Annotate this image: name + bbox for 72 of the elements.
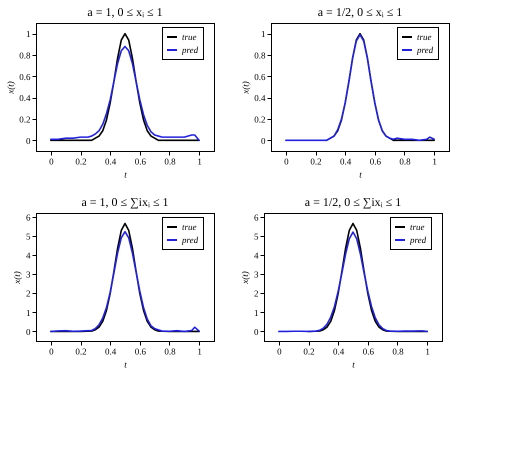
x-axis-title: t (124, 170, 128, 180)
y-tick-label: 3 (254, 270, 259, 280)
x-tick-label: 0.2 (303, 346, 315, 356)
chart-title: a = 1/2, 0 ≤ ∑ixᵢ ≤ 1 (304, 194, 402, 209)
legend-label: pred (181, 235, 199, 245)
x-tick-label: 0.4 (105, 156, 117, 166)
x-tick-label: 0.2 (75, 156, 87, 166)
y-tick-label: 1 (26, 308, 30, 318)
x-tick-label: 0.6 (134, 346, 146, 356)
y-tick-label: 3 (26, 270, 31, 280)
chart-title: a = 1/2, 0 ≤ xᵢ ≤ 1 (318, 5, 402, 19)
y-axis-title: x(t) (240, 271, 250, 285)
x-tick-label: 0.6 (134, 156, 146, 166)
x-tick-label: 0.8 (399, 156, 412, 166)
x-axis-title: t (124, 360, 128, 370)
x-tick-label: 0.4 (105, 346, 117, 356)
y-tick-label: 6 (26, 212, 31, 222)
x-tick-label: 0 (284, 156, 290, 166)
y-tick-label: 0 (26, 326, 31, 337)
y-tick-label: 0.4 (19, 93, 31, 104)
y-axis-title: x(t) (240, 81, 250, 95)
y-tick-label: 4 (254, 250, 259, 261)
y-tick-label: 0.8 (19, 50, 31, 60)
x-axis-title: t (359, 170, 362, 180)
y-tick-label: 0.6 (254, 72, 266, 82)
y-tick-label: 1 (26, 29, 30, 40)
x-tick-label: 1 (432, 156, 437, 166)
y-tick-label: 0 (254, 326, 259, 337)
legend-label: true (182, 222, 197, 232)
y-tick-label: 0.2 (19, 114, 30, 124)
x-tick-label: 0.4 (340, 156, 352, 166)
x-axis-title: t (352, 360, 356, 370)
y-tick-label: 1 (254, 308, 258, 318)
x-tick-label: 0.4 (333, 346, 345, 356)
line-series (278, 231, 428, 332)
y-tick-label: 4 (26, 250, 31, 261)
legend-label: pred (416, 45, 434, 55)
y-tick-label: 0 (261, 136, 266, 146)
x-tick-label: 0.6 (370, 156, 382, 166)
x-tick-label: 1 (197, 346, 202, 356)
y-tick-label: 5 (26, 231, 31, 242)
y-tick-label: 6 (254, 212, 259, 222)
x-tick-label: 0.2 (310, 156, 322, 166)
y-tick-label: 0.8 (254, 50, 266, 60)
x-tick-label: 0.2 (75, 346, 87, 356)
y-tick-label: 0.2 (254, 114, 266, 124)
y-tick-label: 5 (254, 231, 259, 242)
line-series (285, 34, 435, 142)
x-tick-label: 0 (49, 346, 54, 356)
y-tick-label: 0 (26, 136, 31, 146)
x-tick-label: 0.8 (164, 346, 176, 356)
y-axis-title: x(t) (12, 271, 22, 285)
legend-label: true (182, 32, 197, 42)
x-tick-label: 0.8 (164, 156, 176, 166)
legend-label: true (417, 32, 432, 42)
legend-label: pred (181, 45, 199, 55)
x-tick-label: 0.8 (392, 346, 404, 356)
y-tick-label: 1 (261, 29, 266, 40)
chart-title: a = 1, 0 ≤ xᵢ ≤ 1 (87, 5, 163, 19)
x-tick-label: 1 (197, 156, 202, 166)
y-tick-label: 0.4 (254, 93, 266, 104)
x-tick-label: 0.6 (362, 346, 374, 356)
legend-label: true (410, 222, 425, 232)
x-tick-label: 0 (49, 156, 54, 166)
y-tick-label: 0.6 (19, 72, 31, 82)
x-tick-label: 0 (277, 346, 282, 356)
chart-title: a = 1, 0 ≤ ∑ixᵢ ≤ 1 (81, 194, 169, 209)
y-axis-title: x(t) (5, 81, 16, 95)
y-tick-label: 2 (254, 288, 258, 299)
x-tick-label: 1 (425, 346, 430, 356)
legend-label: pred (409, 235, 427, 245)
y-tick-label: 2 (26, 288, 30, 299)
